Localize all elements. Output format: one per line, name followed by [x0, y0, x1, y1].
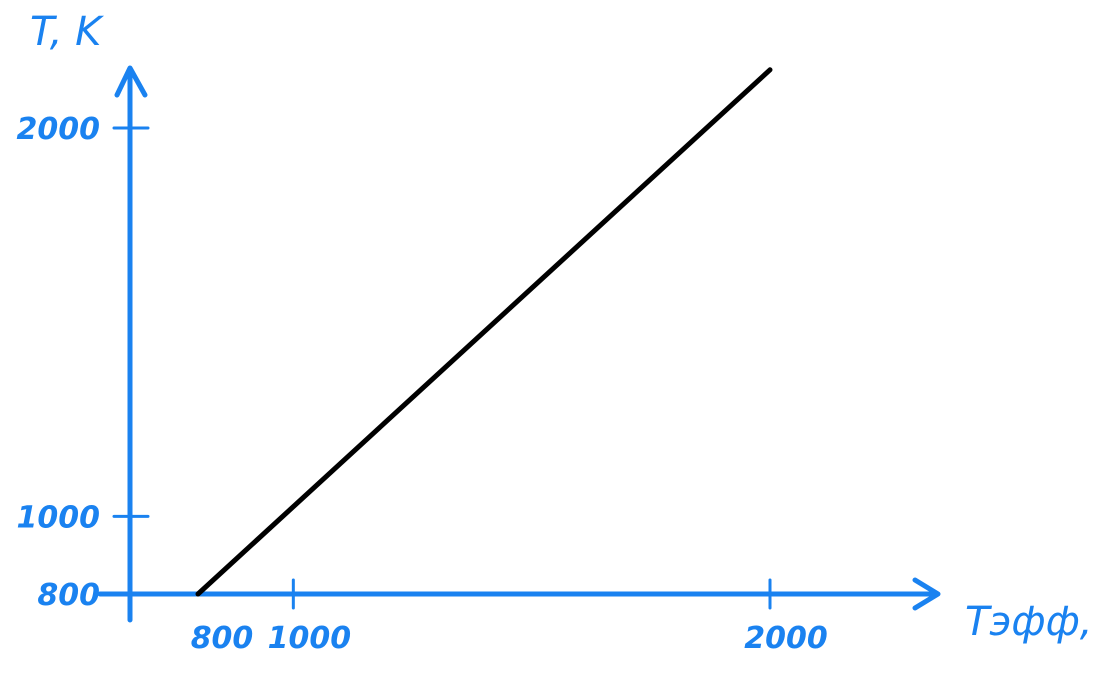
data: [195, 67, 773, 597]
axes: [97, 65, 941, 623]
x-tick-label-800: 800: [191, 621, 254, 656]
y-tick-label-2000: 2000: [17, 112, 101, 147]
y-tick-label-1000: 1000: [17, 500, 101, 535]
x-tick-label-2000: 2000: [744, 621, 828, 656]
y-tick-label-800: 800: [37, 578, 100, 613]
y-axis-line: [114, 65, 148, 623]
x-tick-label-1000: 1000: [268, 621, 352, 656]
ticks: 800 1000 2000 800 1000 2000: [17, 112, 828, 656]
x-axis-label: Tэфф, K: [965, 599, 1101, 645]
y-axis-label: T, K: [30, 9, 104, 55]
x-axis-line: [97, 577, 941, 611]
series-line-0: [195, 67, 773, 597]
